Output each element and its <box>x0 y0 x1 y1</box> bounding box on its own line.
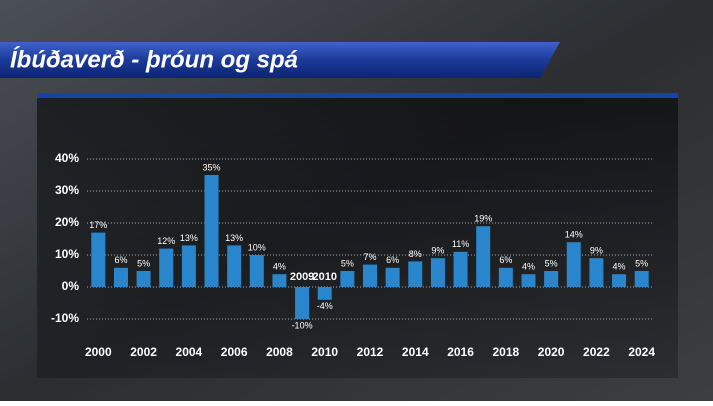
x-tick-label: 2012 <box>357 345 384 359</box>
chart-title: Íbúðaverð - þróun og spá <box>10 45 298 73</box>
value-label: 6% <box>386 255 399 265</box>
x-tick-label: 2006 <box>221 345 248 359</box>
value-label: 13% <box>225 233 243 243</box>
y-tick-label: 10% <box>55 247 79 261</box>
y-tick-label: 30% <box>55 183 79 197</box>
y-tick-label: 20% <box>55 215 79 229</box>
x-tick-label: 2002 <box>130 345 157 359</box>
bar <box>521 274 536 287</box>
bar <box>181 245 196 287</box>
x-tick-label: 2014 <box>402 345 429 359</box>
x-tick-label: 2020 <box>538 345 565 359</box>
value-label: 8% <box>409 249 422 259</box>
value-label: 7% <box>363 252 376 262</box>
bar <box>385 267 400 287</box>
x-tick-label: 2010 <box>311 345 338 359</box>
bar <box>113 267 128 287</box>
value-label: 11% <box>452 239 469 249</box>
bar <box>295 287 310 319</box>
value-label: -10% <box>292 320 313 330</box>
bar <box>566 242 581 287</box>
value-label: 13% <box>180 233 198 243</box>
plot-area <box>37 98 678 378</box>
bar <box>498 267 513 287</box>
x-tick-label: 2024 <box>628 345 655 359</box>
value-label: 10% <box>248 242 266 252</box>
x-tick-label: 2008 <box>266 345 293 359</box>
y-tick-label: -10% <box>51 311 79 325</box>
annotation: 2010 <box>312 271 336 283</box>
x-tick-label: 2016 <box>447 345 474 359</box>
value-label: 9% <box>590 246 603 256</box>
bar <box>317 287 332 300</box>
bar <box>272 274 287 287</box>
annotation: 2009 <box>290 271 314 283</box>
value-label: 4% <box>273 262 286 272</box>
bar <box>159 248 174 287</box>
bar <box>91 232 106 287</box>
value-label: 17% <box>89 220 107 230</box>
value-label: 6% <box>114 255 127 265</box>
bar <box>363 264 377 287</box>
y-tick-label: 40% <box>55 151 79 165</box>
value-label: 4% <box>522 262 535 272</box>
bar <box>340 271 355 287</box>
value-label: 5% <box>635 258 648 268</box>
title-banner <box>0 42 560 78</box>
y-tick-label: 0% <box>62 279 80 293</box>
value-label: 4% <box>613 262 626 272</box>
x-tick-label: 2022 <box>583 345 610 359</box>
value-label: 35% <box>203 162 221 172</box>
value-label: 9% <box>431 246 444 256</box>
bar <box>204 175 219 287</box>
value-label: 12% <box>157 236 175 246</box>
bar <box>408 261 423 287</box>
value-label: 5% <box>137 258 150 268</box>
x-tick-label: 2004 <box>176 345 203 359</box>
value-label: 6% <box>499 255 512 265</box>
value-label: 19% <box>474 214 492 224</box>
bar <box>634 271 649 287</box>
bar <box>249 255 264 287</box>
bar <box>136 271 151 287</box>
bar <box>544 271 559 287</box>
bar <box>589 258 604 287</box>
bar <box>453 251 468 287</box>
bar <box>476 226 491 287</box>
bar <box>430 258 445 287</box>
bar <box>612 274 627 287</box>
x-tick-label: 2018 <box>492 345 519 359</box>
bar <box>227 245 242 287</box>
value-label: 14% <box>565 230 583 240</box>
divider <box>37 93 678 98</box>
value-label: -4% <box>317 301 333 311</box>
value-label: 5% <box>341 258 354 268</box>
x-tick-label: 2000 <box>85 345 112 359</box>
value-label: 5% <box>545 258 558 268</box>
